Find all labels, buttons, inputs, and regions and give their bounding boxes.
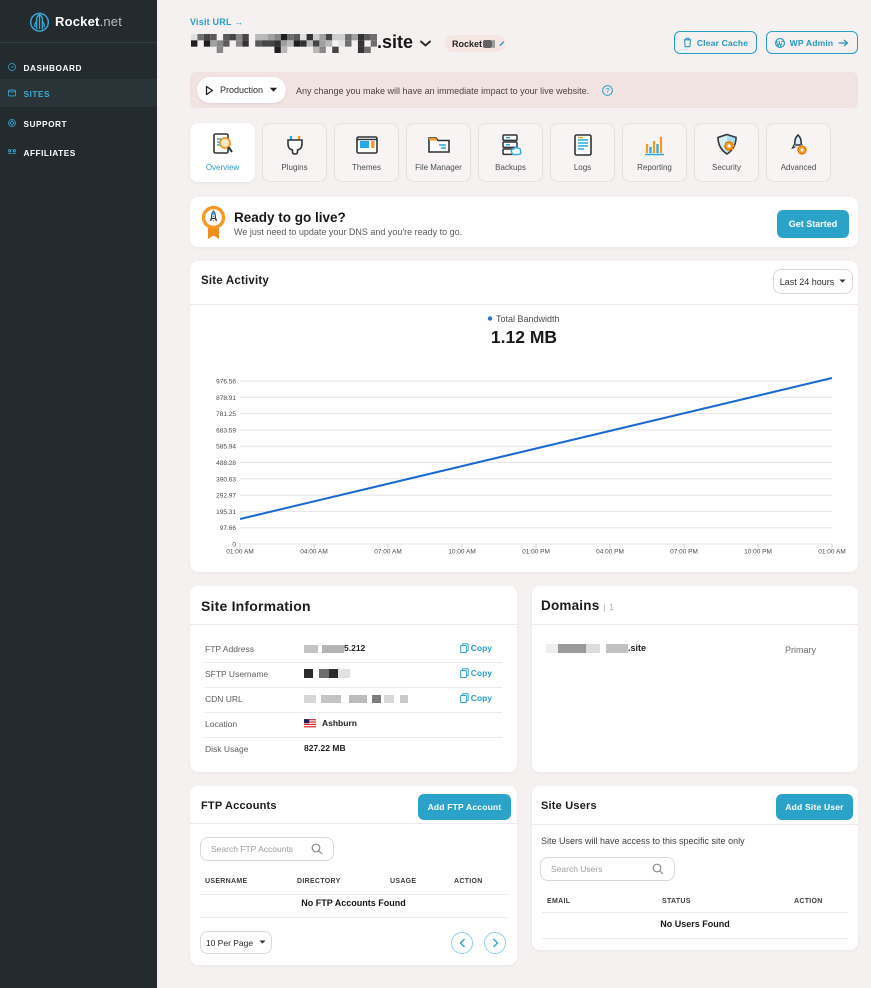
svg-text:390.63: 390.63 [216, 476, 236, 483]
svg-text:683.59: 683.59 [216, 427, 236, 434]
svg-text:07:00 AM: 07:00 AM [374, 549, 401, 556]
svg-text:10:00 PM: 10:00 PM [744, 549, 772, 556]
svg-text:01:00 PM: 01:00 PM [522, 549, 550, 556]
svg-text:488.28: 488.28 [216, 460, 236, 467]
svg-text:07:00 PM: 07:00 PM [670, 549, 698, 556]
svg-text:781.25: 781.25 [216, 411, 236, 418]
svg-text:1.12 MB: 1.12 MB [491, 327, 557, 347]
svg-text:0: 0 [232, 542, 236, 549]
svg-text:04:00 AM: 04:00 AM [300, 549, 327, 556]
svg-text:97.66: 97.66 [220, 525, 237, 532]
svg-text:01:00 AM: 01:00 AM [226, 549, 253, 556]
svg-text:585.94: 585.94 [216, 444, 236, 451]
svg-text:976.56: 976.56 [216, 379, 236, 386]
svg-text:195.31: 195.31 [216, 509, 236, 516]
svg-text:10:00 AM: 10:00 AM [448, 549, 475, 556]
svg-text:04:00 PM: 04:00 PM [596, 549, 624, 556]
svg-text:Total Bandwidth: Total Bandwidth [496, 314, 560, 324]
svg-text:292.97: 292.97 [216, 493, 236, 500]
svg-text:878.91: 878.91 [216, 395, 236, 402]
svg-text:01:00 AM: 01:00 AM [818, 549, 845, 556]
svg-text:?: ? [605, 86, 609, 95]
